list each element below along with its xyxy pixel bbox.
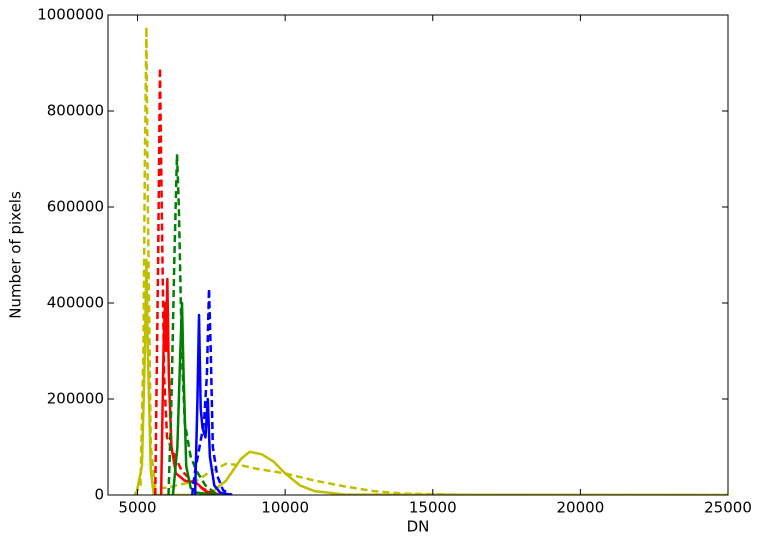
plot-frame <box>107 14 729 496</box>
y-axis-label: Number of pixels <box>7 191 25 319</box>
x-tick-label: 15000 <box>409 499 457 517</box>
series-line <box>193 313 233 495</box>
y-tick-label: 800000 <box>47 102 104 120</box>
y-tick-label: 600000 <box>47 198 104 216</box>
y-tick-label: 200000 <box>47 390 104 408</box>
series-line <box>153 66 227 495</box>
x-axis-label: DN <box>407 518 430 536</box>
series-line <box>134 258 728 495</box>
y-tick-label: 400000 <box>47 294 104 312</box>
x-tick-label: 25000 <box>704 499 752 517</box>
series-line <box>133 25 728 495</box>
series-line <box>190 287 233 495</box>
x-tick-label: 10000 <box>261 499 309 517</box>
x-tick-label: 20000 <box>557 499 605 517</box>
y-tick-label: 0 <box>94 486 104 504</box>
series-line <box>171 301 227 495</box>
series-line <box>159 277 233 495</box>
x-tick-label: 5000 <box>118 499 156 517</box>
y-tick-label: 1000000 <box>37 6 104 24</box>
